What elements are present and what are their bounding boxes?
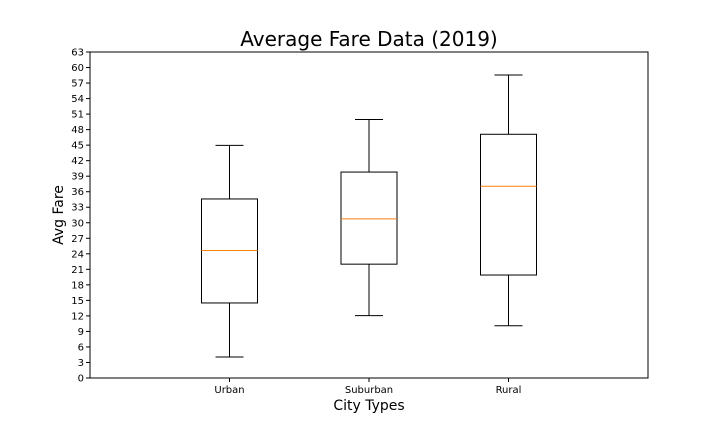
y-tick-label: 30 xyxy=(71,218,84,229)
y-tick-label: 6 xyxy=(78,342,84,353)
y-tick-label: 57 xyxy=(71,79,84,90)
y-tick-label: 63 xyxy=(71,48,84,59)
y-tick-label: 27 xyxy=(71,234,84,245)
x-tick-label: Rural xyxy=(496,385,522,396)
y-tick-label: 0 xyxy=(78,374,84,385)
y-tick-label: 54 xyxy=(71,94,84,105)
y-tick-label: 24 xyxy=(71,249,84,260)
iqr-box xyxy=(340,171,398,265)
y-tick-label: 39 xyxy=(71,172,84,183)
y-tick-label: 21 xyxy=(71,265,84,276)
x-tick-label: Suburban xyxy=(345,385,393,396)
box-series xyxy=(201,74,537,358)
y-axis-label: Avg Fare xyxy=(51,185,67,245)
box-urban xyxy=(201,144,258,358)
y-tick-label: 18 xyxy=(71,280,84,291)
y-tick-label: 60 xyxy=(71,63,84,74)
x-axis: Urban Suburban Rural xyxy=(214,378,521,396)
iqr-box xyxy=(201,198,258,304)
box-suburban xyxy=(340,119,398,317)
box-rural xyxy=(480,74,537,327)
y-tick-label: 9 xyxy=(78,327,84,338)
y-tick-label: 42 xyxy=(71,156,84,167)
x-axis-label: City Types xyxy=(333,398,404,414)
y-tick-label: 51 xyxy=(71,110,84,121)
y-tick-label: 15 xyxy=(71,296,84,307)
iqr-box xyxy=(480,133,537,276)
x-tick-label: Urban xyxy=(214,385,244,396)
y-tick-label: 48 xyxy=(71,125,84,136)
plot-area-frame xyxy=(89,51,649,379)
y-tick-label: 36 xyxy=(71,187,84,198)
y-tick-label: 33 xyxy=(71,203,84,214)
y-tick-label: 12 xyxy=(71,311,84,322)
chart-title: Average Fare Data (2019) xyxy=(240,27,497,51)
y-tick-label: 45 xyxy=(71,141,84,152)
y-tick-label: 3 xyxy=(78,358,84,369)
